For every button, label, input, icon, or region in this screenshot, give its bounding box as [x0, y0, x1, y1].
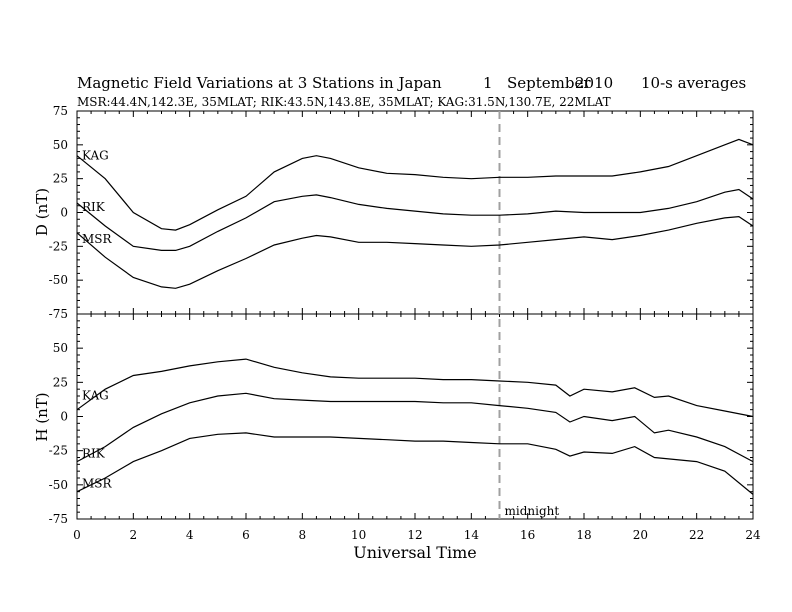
- panel-frame-h: [76, 313, 754, 520]
- midnight-marker: midnight: [498, 111, 560, 519]
- x-tick-label: 8: [299, 528, 307, 542]
- x-tick-label: 20: [633, 528, 648, 542]
- x-axis-label: Universal Time: [353, 543, 476, 562]
- x-tick-label: 24: [745, 528, 761, 542]
- x-tick-label: 14: [464, 528, 480, 542]
- date-day: 1: [483, 74, 493, 92]
- series-label-msr: MSR: [82, 232, 113, 246]
- y-tick-label: -50: [49, 478, 68, 492]
- y-axis-label-d: D (nT): [33, 188, 51, 236]
- series-label-kag: KAG: [82, 389, 109, 403]
- x-tick-label: 16: [520, 528, 535, 542]
- y-tick-label: 50: [53, 138, 68, 152]
- y-tick-label: -75: [49, 307, 68, 321]
- series-label-kag: KAG: [82, 149, 109, 163]
- series-line-msr: [76, 432, 754, 495]
- y-tick-label: 0: [60, 206, 68, 220]
- panel-frame-d: [76, 110, 754, 315]
- averaging-note: 10-s averages: [641, 74, 746, 92]
- y-tick-label: -50: [49, 273, 68, 287]
- series-label-msr: MSR: [82, 477, 113, 491]
- series-line-msr: [76, 215, 754, 289]
- y-tick-label: 0: [60, 410, 68, 424]
- series-lines: KAG RIK MSR KAG RIK MSR: [76, 138, 754, 495]
- y-tick-label: -25: [49, 239, 68, 253]
- y-tick-label: -75: [49, 512, 68, 526]
- y-tick-label: 25: [53, 375, 68, 389]
- series-label-rik: RIK: [82, 447, 106, 461]
- station-info: MSR:44.4N,142.3E, 35MLAT; RIK:43.5N,143.…: [77, 95, 611, 109]
- y-tick-label: 50: [53, 341, 68, 355]
- y-tick-label: 75: [53, 104, 68, 118]
- midnight-label: midnight: [505, 504, 560, 518]
- series-line-rik: [76, 392, 754, 463]
- x-tick-label: 4: [186, 528, 194, 542]
- y-tick-label: -25: [49, 444, 68, 458]
- x-tick-label: 6: [242, 528, 250, 542]
- chart-title: Magnetic Field Variations at 3 Stations …: [77, 74, 442, 92]
- y-tick-label: 25: [53, 172, 68, 186]
- date-year: 2010: [575, 74, 613, 92]
- y-axis-label-h: H (nT): [33, 392, 51, 441]
- series-line-kag: [76, 358, 754, 418]
- x-tick-label: 2: [130, 528, 138, 542]
- x-tick-label: 0: [73, 528, 81, 542]
- series-label-rik: RIK: [82, 200, 106, 214]
- x-tick-label: 18: [576, 528, 591, 542]
- x-tick-label: 10: [351, 528, 366, 542]
- x-tick-label: 22: [689, 528, 704, 542]
- x-tick-label: 12: [407, 528, 422, 542]
- series-line-kag: [76, 138, 754, 231]
- series-line-rik: [76, 188, 754, 251]
- date-month: September: [507, 74, 591, 92]
